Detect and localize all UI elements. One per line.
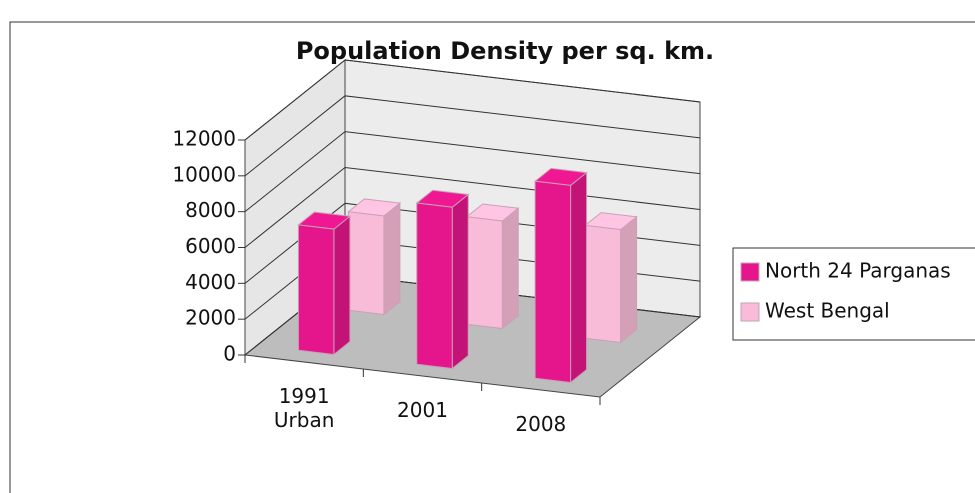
y-tick-label: 2000 <box>185 306 236 330</box>
grid-line <box>244 95 701 177</box>
bar-front <box>416 202 453 370</box>
y-tick-label: 0 <box>223 342 236 366</box>
bar-front <box>347 211 385 316</box>
chart-title: Population Density per sq. km. <box>296 37 714 65</box>
x-tick-label: 2008 <box>515 412 567 436</box>
y-tick-label: 12000 <box>172 127 236 151</box>
bar-side <box>451 193 469 370</box>
bar <box>415 189 470 370</box>
bar-side <box>383 202 401 316</box>
grid-line <box>244 59 701 141</box>
bar <box>533 167 588 384</box>
bar-side <box>333 215 351 356</box>
bar-front <box>297 224 335 356</box>
y-tick-label: 10000 <box>172 162 236 186</box>
x-tick-label: 2001 <box>397 398 448 422</box>
bar-side <box>620 215 638 344</box>
y-tick-label: 4000 <box>185 270 236 294</box>
legend-box <box>732 247 975 341</box>
bar <box>583 212 638 344</box>
x-tick-label: 1991 Urban <box>273 384 335 432</box>
bar-side <box>570 171 588 384</box>
grid-line <box>244 131 701 213</box>
y-tick-label: 6000 <box>185 234 236 258</box>
bar <box>465 203 520 330</box>
legend-swatch <box>740 302 760 322</box>
y-tick-label: 8000 <box>185 198 236 222</box>
legend-swatch <box>740 262 760 282</box>
legend-label: North 24 Parganas <box>765 259 951 283</box>
bar <box>297 211 352 356</box>
bar-front <box>466 216 503 330</box>
bar-side <box>501 207 519 330</box>
bar-front <box>534 180 572 384</box>
legend-label: West Bengal <box>765 299 890 323</box>
bar-front <box>584 224 622 344</box>
bar <box>347 198 402 316</box>
